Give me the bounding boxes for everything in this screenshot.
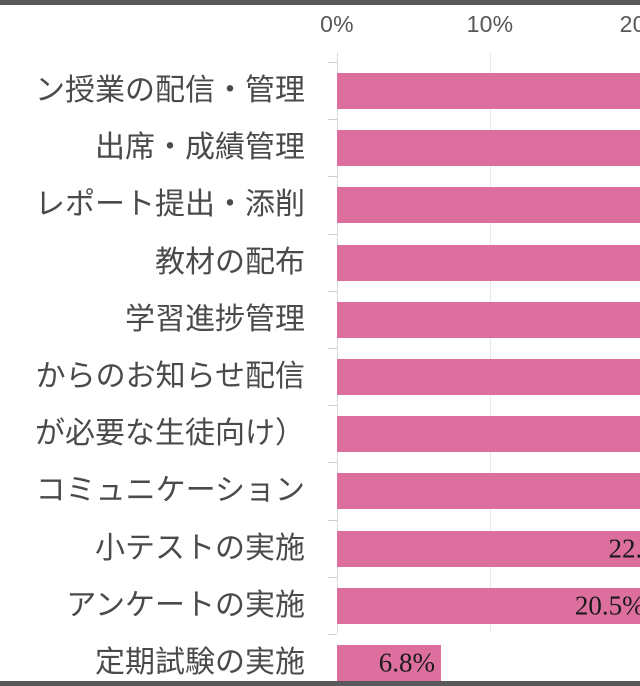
gridline-10% <box>490 53 491 633</box>
bar-3[interactable] <box>337 244 640 281</box>
slide-top-rule <box>0 0 640 5</box>
bar-value-label-8: 22.7% <box>608 533 640 564</box>
category-label-1: 出席・成績管理 <box>95 130 305 166</box>
bar-6[interactable]: 29.5% <box>337 416 640 453</box>
category-label-8: 小テストの実施 <box>95 530 305 566</box>
bar-9[interactable]: 20.5% <box>337 587 640 624</box>
x-axis-tick-0: 0% <box>320 11 354 37</box>
value-axis-line <box>337 53 338 633</box>
category-tick-8 <box>328 519 337 521</box>
bar-0[interactable] <box>337 73 640 109</box>
x-axis-tick-labels: 0% 10% 20% <box>0 11 640 47</box>
plot-area: 4 31.8% 29.5% 27.3% 22.7% 20.5% 6.8% <box>328 53 640 681</box>
bar-8[interactable]: 22.7% <box>337 530 640 567</box>
bar-10[interactable]: 6.8% <box>337 645 442 681</box>
category-tick-1 <box>328 119 337 121</box>
category-label-6: が必要な生徒向け） <box>35 416 305 452</box>
category-tick-2 <box>328 176 337 178</box>
category-label-7: コミュニケーション <box>35 473 305 509</box>
category-label-2: レポート提出・添削 <box>35 187 305 223</box>
category-tick-5 <box>328 348 337 349</box>
x-axis-tick-2: 20% <box>619 11 640 37</box>
category-label-9: アンケートの実施 <box>66 587 305 623</box>
x-axis-tick-1: 10% <box>466 11 514 37</box>
bar-5[interactable]: 31.8% <box>337 359 640 395</box>
bar-2[interactable] <box>337 187 640 224</box>
category-label-3: 教材の配布 <box>155 244 305 280</box>
category-tick-0 <box>328 62 337 63</box>
category-label-4: 学習進捗管理 <box>125 301 305 337</box>
bar-1[interactable] <box>337 130 640 167</box>
horizontal-bar-chart: 0% 10% 20% ン授業の配信・管理出席・成績管理レポート提出・添削教材の配布学… <box>0 5 640 681</box>
category-label-10: 定期試験の実施 <box>95 645 305 680</box>
bar-7[interactable]: 27.3% <box>337 473 640 510</box>
category-tick-10 <box>328 634 337 635</box>
slide-bottom-rule <box>0 681 640 686</box>
category-tick-3 <box>328 233 337 235</box>
category-tick-9 <box>328 576 337 578</box>
category-label-5: からのお知らせ配信 <box>35 359 305 394</box>
category-tick-7 <box>328 462 337 464</box>
category-axis-labels: ン授業の配信・管理出席・成績管理レポート提出・添削教材の配布学習進捗管理からのお… <box>0 53 305 681</box>
category-tick-6 <box>328 405 337 407</box>
bar-value-label-9: 20.5% <box>574 590 640 621</box>
bar-4[interactable]: 4 <box>337 301 640 338</box>
category-label-0: ン授業の配信・管理 <box>35 73 305 108</box>
bar-value-label-10: 6.8% <box>378 647 436 678</box>
category-tick-4 <box>328 290 337 292</box>
